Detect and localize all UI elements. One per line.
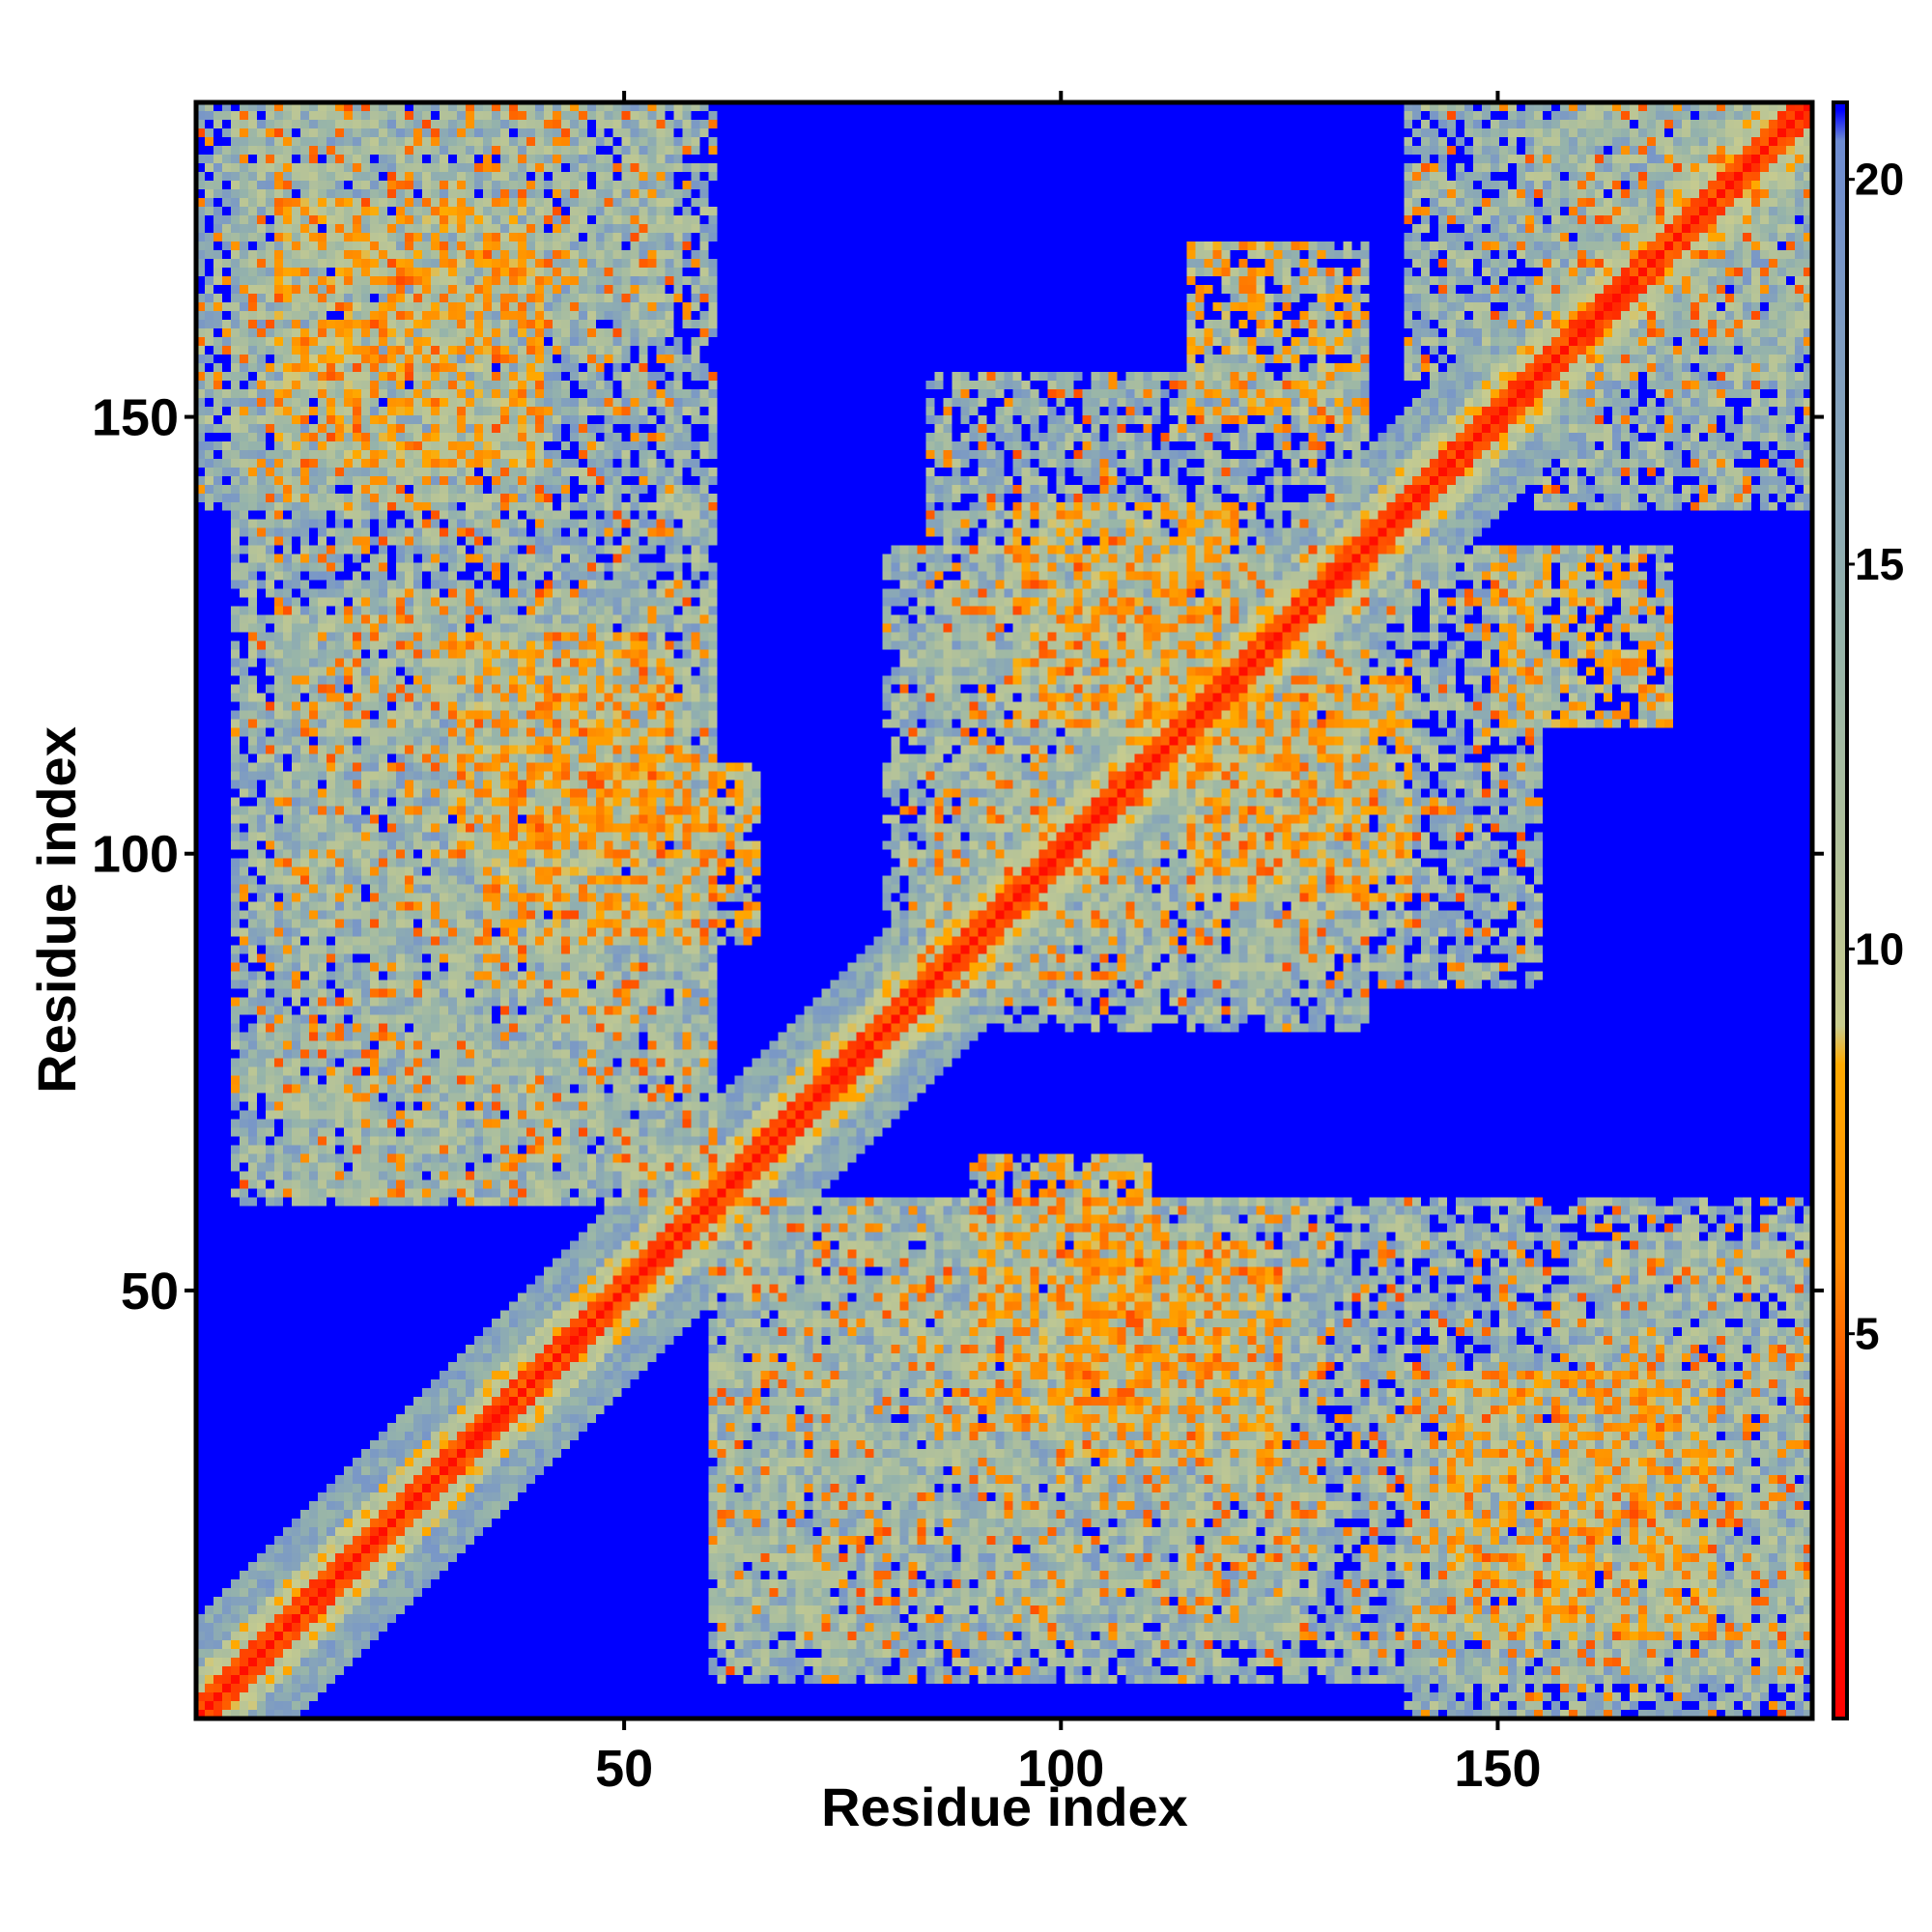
colorbar-tick-label: 20 [1855, 155, 1904, 205]
colorbar-tick-label: 5 [1855, 1309, 1880, 1359]
x-tick-label: 100 [1017, 1740, 1104, 1798]
x-tick-label: 150 [1454, 1740, 1541, 1798]
x-tick-label: 50 [595, 1740, 653, 1798]
y-axis-label: Residue index [26, 726, 87, 1094]
x-axis-label: Residue index [821, 1776, 1188, 1837]
y-tick-label: 150 [92, 389, 179, 447]
colorbar-tick-label: 10 [1855, 923, 1904, 974]
plot-border [193, 99, 1815, 1721]
x-axis-ticks: 50 100 150 [595, 91, 1541, 1798]
colorbar-gradient [1832, 100, 1849, 1720]
y-tick-label: 100 [92, 826, 179, 884]
plot-frame [193, 99, 1815, 1721]
y-axis-ticks: 50 100 150 [92, 389, 1824, 1321]
heatmap-plot-area [196, 102, 1812, 1719]
colorbar-tick-label: 15 [1855, 539, 1904, 589]
colorbar: 5 10 15 20 [1832, 100, 1904, 1720]
y-tick-label: 50 [121, 1263, 179, 1321]
